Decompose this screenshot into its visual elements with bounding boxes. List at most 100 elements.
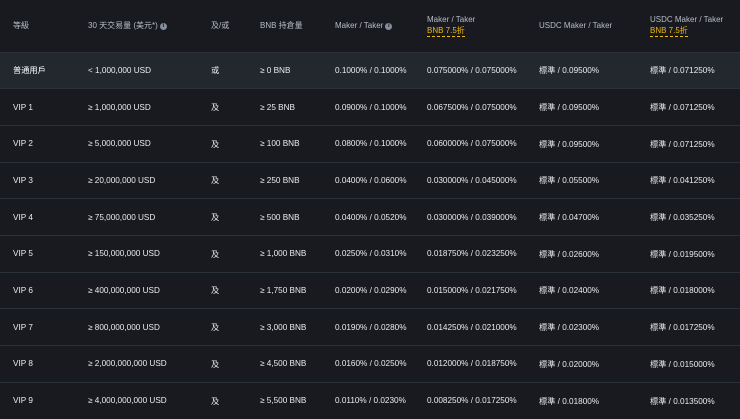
table-row: VIP 6 ≥ 400,000,000 USD 及 ≥ 1,750 BNB 0.… [0, 271, 740, 309]
cell-volume: ≥ 20,000,000 USD [88, 161, 211, 199]
cell-usdc: 標準 / 0.02600% [539, 234, 650, 273]
cell-and-or: 及 [211, 271, 260, 309]
header-volume-label: 30 天交易量 (美元*) [88, 21, 158, 31]
cell-maker-taker: 0.0160% / 0.0250% [335, 345, 427, 383]
cell-usdc: 標準 / 0.01800% [539, 381, 650, 419]
info-icon[interactable]: i [385, 22, 393, 30]
cell-volume: ≥ 2,000,000,000 USD [88, 345, 211, 383]
cell-bnb: ≥ 5,500 BNB [260, 381, 335, 419]
cell-level: 普通用戶 [0, 51, 88, 89]
cell-volume: ≥ 5,000,000 USD [88, 124, 211, 163]
cell-bnb: ≥ 250 BNB [260, 161, 335, 199]
cell-and-or: 及 [211, 198, 260, 236]
cell-maker-taker: 0.1000% / 0.1000% [335, 51, 427, 89]
header-usdc-maker-taker-label: USDC Maker / Taker [539, 21, 613, 31]
cell-maker-taker-bnb: 0.008250% / 0.017250% [427, 381, 539, 419]
table-row: VIP 3 ≥ 20,000,000 USD 及 ≥ 250 BNB 0.040… [0, 161, 740, 199]
cell-and-or: 及 [211, 234, 260, 273]
cell-volume: ≥ 4,000,000,000 USD [88, 381, 211, 419]
cell-and-or: 及 [211, 124, 260, 163]
cell-volume: ≥ 800,000,000 USD [88, 308, 211, 346]
cell-usdc-bnb: 標準 / 0.013500% [650, 381, 740, 419]
header-maker-taker-label: Maker / Taker [335, 21, 384, 31]
header-maker-taker-bnb-label: Maker / Taker [427, 15, 476, 25]
cell-volume: ≥ 150,000,000 USD [88, 234, 211, 273]
cell-maker-taker: 0.0900% / 0.1000% [335, 88, 427, 126]
header-maker-taker: Maker / Taker i [335, 0, 427, 52]
header-volume: 30 天交易量 (美元*) i [88, 0, 211, 52]
header-bnb-holding: BNB 持倉量 [260, 0, 335, 52]
header-and-or: 及/或 [211, 0, 260, 52]
header-bnb-holding-label: BNB 持倉量 [260, 21, 303, 31]
cell-level: VIP 6 [0, 271, 88, 309]
cell-maker-taker: 0.0190% / 0.0280% [335, 308, 427, 346]
cell-usdc-bnb: 標準 / 0.041250% [650, 161, 740, 199]
cell-level: VIP 8 [0, 345, 88, 383]
table-header-row: 等級 30 天交易量 (美元*) i 及/或 BNB 持倉量 Maker / Ta… [0, 0, 740, 52]
header-level: 等級 [0, 0, 88, 52]
header-usdc-maker-taker-bnb: USDC Maker / Taker BNB 7.5折 [650, 0, 740, 52]
cell-maker-taker: 0.0400% / 0.0520% [335, 198, 427, 236]
cell-and-or: 及 [211, 381, 260, 419]
cell-volume: ≥ 75,000,000 USD [88, 198, 211, 236]
cell-usdc: 標準 / 0.02300% [539, 308, 650, 346]
cell-level: VIP 9 [0, 381, 88, 419]
table-row: VIP 4 ≥ 75,000,000 USD 及 ≥ 500 BNB 0.040… [0, 198, 740, 236]
cell-maker-taker-bnb: 0.012000% / 0.018750% [427, 345, 539, 383]
table-row: VIP 8 ≥ 2,000,000,000 USD 及 ≥ 4,500 BNB … [0, 345, 740, 383]
cell-usdc: 標準 / 0.02400% [539, 271, 650, 309]
header-maker-taker-bnb: Maker / Taker BNB 7.5折 [427, 0, 539, 52]
cell-level: VIP 3 [0, 161, 88, 199]
cell-usdc-bnb: 標準 / 0.071250% [650, 88, 740, 126]
cell-level: VIP 5 [0, 234, 88, 273]
cell-maker-taker-bnb: 0.060000% / 0.075000% [427, 124, 539, 163]
cell-maker-taker: 0.0250% / 0.0310% [335, 234, 427, 273]
cell-usdc-bnb: 標準 / 0.035250% [650, 198, 740, 236]
cell-maker-taker: 0.0200% / 0.0290% [335, 271, 427, 309]
cell-maker-taker-bnb: 0.014250% / 0.021000% [427, 308, 539, 346]
cell-usdc: 標準 / 0.09500% [539, 51, 650, 89]
cell-maker-taker-bnb: 0.067500% / 0.075000% [427, 88, 539, 126]
cell-maker-taker-bnb: 0.015000% / 0.021750% [427, 271, 539, 309]
cell-bnb: ≥ 4,500 BNB [260, 345, 335, 383]
cell-and-or: 或 [211, 51, 260, 89]
cell-level: VIP 2 [0, 124, 88, 163]
cell-usdc-bnb: 標準 / 0.019500% [650, 234, 740, 273]
cell-usdc: 標準 / 0.02000% [539, 345, 650, 383]
header-usdc-maker-taker-bnb-label: USDC Maker / Taker [650, 15, 724, 25]
cell-and-or: 及 [211, 161, 260, 199]
cell-maker-taker-bnb: 0.018750% / 0.023250% [427, 234, 539, 273]
cell-level: VIP 1 [0, 88, 88, 126]
cell-bnb: ≥ 500 BNB [260, 198, 335, 236]
info-icon[interactable]: i [159, 22, 167, 30]
cell-maker-taker-bnb: 0.030000% / 0.039000% [427, 198, 539, 236]
cell-bnb: ≥ 3,000 BNB [260, 308, 335, 346]
cell-volume: ≥ 400,000,000 USD [88, 271, 211, 309]
usdc-bnb-discount-link[interactable]: BNB 7.5折 [650, 26, 688, 38]
bnb-discount-link[interactable]: BNB 7.5折 [427, 26, 465, 38]
cell-bnb: ≥ 100 BNB [260, 124, 335, 163]
cell-usdc: 標準 / 0.04700% [539, 198, 650, 236]
cell-maker-taker: 0.0800% / 0.1000% [335, 124, 427, 163]
cell-usdc: 標準 / 0.09500% [539, 88, 650, 126]
cell-volume: ≥ 1,000,000 USD [88, 88, 211, 126]
cell-level: VIP 4 [0, 198, 88, 236]
cell-usdc-bnb: 標準 / 0.018000% [650, 271, 740, 309]
cell-usdc-bnb: 標準 / 0.017250% [650, 308, 740, 346]
cell-bnb: ≥ 1,000 BNB [260, 234, 335, 273]
cell-bnb: ≥ 25 BNB [260, 88, 335, 126]
cell-and-or: 及 [211, 345, 260, 383]
cell-bnb: ≥ 0 BNB [260, 51, 335, 89]
header-level-label: 等級 [13, 21, 29, 31]
cell-usdc-bnb: 標準 / 0.015000% [650, 345, 740, 383]
cell-maker-taker-bnb: 0.075000% / 0.075000% [427, 51, 539, 89]
table-row: VIP 7 ≥ 800,000,000 USD 及 ≥ 3,000 BNB 0.… [0, 308, 740, 346]
cell-and-or: 及 [211, 88, 260, 126]
cell-usdc-bnb: 標準 / 0.071250% [650, 51, 740, 89]
table-row: VIP 5 ≥ 150,000,000 USD 及 ≥ 1,000 BNB 0.… [0, 234, 740, 273]
cell-usdc: 標準 / 0.09500% [539, 124, 650, 163]
table-row: VIP 2 ≥ 5,000,000 USD 及 ≥ 100 BNB 0.0800… [0, 124, 740, 163]
header-usdc-maker-taker: USDC Maker / Taker [539, 0, 650, 52]
header-and-or-label: 及/或 [211, 21, 230, 31]
